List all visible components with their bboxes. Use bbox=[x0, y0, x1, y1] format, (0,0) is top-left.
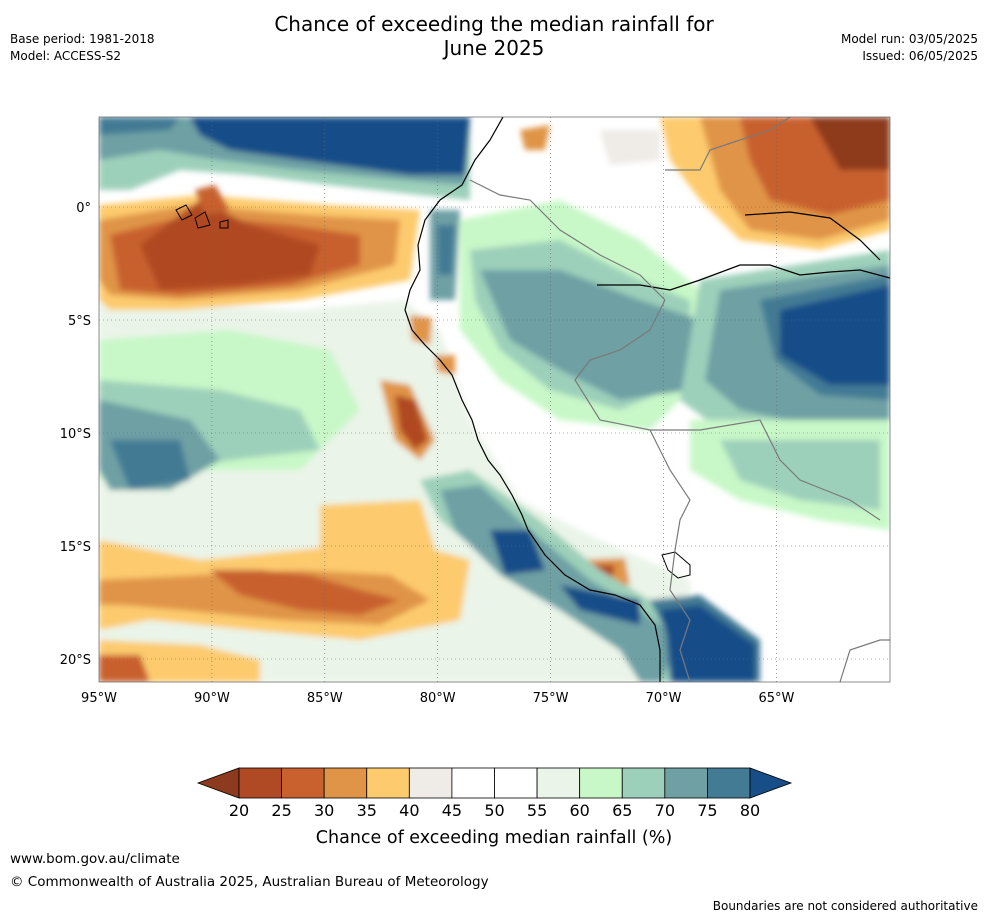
colorbar-segment bbox=[451, 767, 495, 799]
colorbar-segment bbox=[536, 767, 581, 799]
model-text: Model: ACCESS-S2 bbox=[10, 49, 122, 63]
colorbar-tick-label: 75 bbox=[697, 801, 717, 820]
lon-tick-label: 70°W bbox=[646, 691, 682, 706]
colorbar-segment bbox=[494, 767, 538, 799]
base-period-text: Base period: 1981-2018 bbox=[10, 32, 155, 46]
map-area bbox=[99, 117, 890, 682]
colorbar-tick-label: 30 bbox=[314, 801, 334, 820]
longitude-labels: 95°W 90°W 85°W 80°W 75°W 70°W 65°W bbox=[81, 691, 794, 706]
page-title: Chance of exceeding the median rainfall … bbox=[0, 12, 988, 60]
title-line-1: Chance of exceeding the median rainfall … bbox=[274, 12, 714, 36]
colorbar-segment bbox=[323, 767, 368, 799]
galapagos-islands bbox=[175, 204, 229, 229]
colorbar-tick-label: 45 bbox=[442, 801, 462, 820]
lat-tick-label: 10°S bbox=[60, 427, 91, 442]
title-line-2: June 2025 bbox=[443, 36, 545, 60]
colorbar-extend-high bbox=[749, 767, 793, 799]
probability-field bbox=[99, 117, 890, 682]
colorbar-segment bbox=[664, 767, 708, 799]
lon-tick-label: 90°W bbox=[194, 691, 230, 706]
colorbar-segment bbox=[281, 767, 325, 799]
colorbar-tick-label: 65 bbox=[612, 801, 632, 820]
lon-tick-label: 65°W bbox=[758, 691, 794, 706]
coastline bbox=[404, 117, 661, 682]
model-run-text: Model run: 03/05/2025 bbox=[840, 32, 978, 46]
colorbar-tick-label: 25 bbox=[271, 801, 291, 820]
colorbar-segment bbox=[408, 767, 453, 799]
border-ecuador-peru bbox=[469, 179, 666, 301]
lat-tick-label: 0° bbox=[76, 201, 91, 216]
amazon-river bbox=[597, 264, 890, 291]
colorbar-tick-label: 35 bbox=[357, 801, 377, 820]
colorbar-extend-low bbox=[196, 767, 240, 799]
colorbar-segment bbox=[707, 767, 751, 799]
colorbar-segment bbox=[366, 767, 410, 799]
lon-tick-label: 80°W bbox=[420, 691, 456, 706]
colorbar-tick-label: 55 bbox=[527, 801, 547, 820]
border-colombia bbox=[665, 117, 791, 171]
run-info-right: Model run: 03/05/2025 Issued: 06/05/2025 bbox=[841, 31, 978, 65]
colorbar-tick-label: 40 bbox=[399, 801, 419, 820]
run-info-left: Base period: 1981-2018 Model: ACCESS-S2 bbox=[10, 31, 155, 65]
lat-tick-label: 5°S bbox=[68, 314, 91, 329]
lat-tick-label: 15°S bbox=[60, 540, 91, 555]
colorbar-tick-label: 80 bbox=[740, 801, 760, 820]
border-paraguay bbox=[839, 639, 890, 682]
colorbar-segment bbox=[579, 767, 623, 799]
lon-tick-label: 85°W bbox=[307, 691, 343, 706]
border-peru-bolivia-chile bbox=[649, 429, 691, 682]
colorbar-segment bbox=[238, 767, 282, 799]
colorbar: 20 25 30 35 40 45 50 55 60 65 70 75 80 bbox=[196, 767, 793, 820]
latitude-labels: 0° 5°S 10°S 15°S 20°S bbox=[60, 201, 91, 668]
lon-tick-label: 75°W bbox=[533, 691, 569, 706]
colorbar-tick-label: 60 bbox=[569, 801, 589, 820]
lat-tick-label: 20°S bbox=[60, 653, 91, 668]
copyright-text: © Commonwealth of Australia 2025, Austra… bbox=[10, 874, 489, 890]
colorbar-tick-label: 70 bbox=[655, 801, 675, 820]
colorbar-tick-label: 20 bbox=[229, 801, 249, 820]
map-frame bbox=[98, 116, 891, 683]
disclaimer-text: Boundaries are not considered authoritat… bbox=[712, 899, 978, 913]
colorbar-label: Chance of exceeding median rainfall (%) bbox=[316, 828, 672, 848]
colorbar-tick-label: 50 bbox=[484, 801, 504, 820]
colorbar-segment bbox=[621, 767, 666, 799]
website-link[interactable]: www.bom.gov.au/climate bbox=[10, 851, 180, 867]
issued-text: Issued: 06/05/2025 bbox=[862, 49, 978, 63]
river-north bbox=[744, 211, 881, 261]
lon-tick-label: 95°W bbox=[81, 691, 117, 706]
